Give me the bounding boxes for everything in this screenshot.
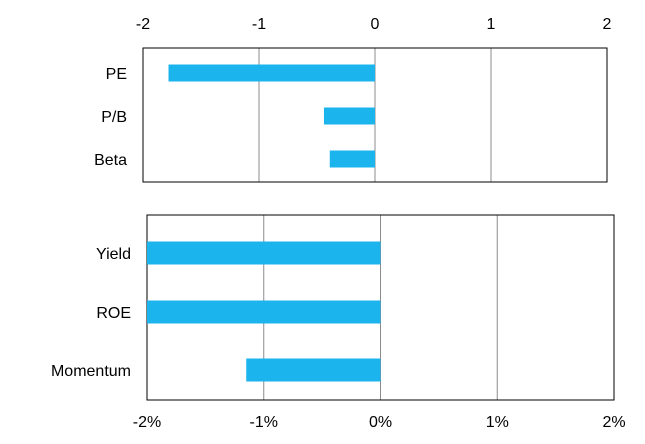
category-label: P/B — [101, 109, 127, 126]
tick-label: -2% — [133, 414, 161, 431]
bar — [329, 150, 375, 168]
plot-frame — [142, 47, 608, 183]
tick-label: 0 — [371, 16, 380, 33]
bar — [147, 300, 381, 324]
category-label: ROE — [96, 305, 131, 322]
bar — [246, 358, 381, 382]
category-label: Beta — [94, 152, 127, 169]
top-panel: PE P/B Beta -2 -1 0 1 2 — [94, 16, 612, 183]
bottom-panel: Yield ROE Momentum -2% -1% 0% 1% 2% — [51, 214, 626, 431]
category-label: Momentum — [51, 363, 131, 380]
bar — [168, 64, 375, 82]
tick-label: 2 — [603, 16, 612, 33]
category-label: PE — [106, 66, 127, 83]
tick-label: 1 — [487, 16, 496, 33]
bar — [147, 241, 381, 265]
tick-label: 0% — [369, 414, 392, 431]
tick-label: 2% — [602, 414, 625, 431]
tick-label: -1% — [250, 414, 278, 431]
bar — [323, 107, 375, 125]
tick-label: -2 — [136, 16, 150, 33]
tick-label: 1% — [486, 414, 509, 431]
category-label: Yield — [96, 246, 131, 263]
tick-label: -1 — [252, 16, 266, 33]
